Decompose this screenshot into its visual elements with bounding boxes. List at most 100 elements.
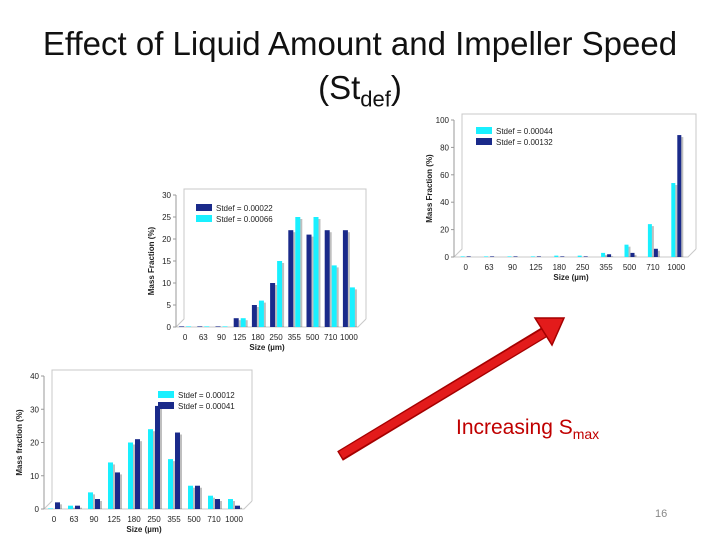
middle-legend-label-1: Stdef = 0.00022 xyxy=(216,204,273,213)
top-right-x-tick-label: 0 xyxy=(463,263,468,272)
bottom-left-x-tick-label: 63 xyxy=(70,515,79,524)
middle-legend-swatch-2 xyxy=(196,215,212,222)
bottom-left-bar-shade-s1-1000 xyxy=(233,501,235,509)
slide-title: Effect of Liquid Amount and Impeller Spe… xyxy=(0,22,720,122)
middle-bar-shade-s1-125 xyxy=(238,320,241,327)
bottom-left-bar-s1-0 xyxy=(48,508,53,509)
bottom-left-bar-shade-s1-500 xyxy=(193,487,195,509)
middle-bar-s1-500 xyxy=(306,234,312,327)
bottom-left-bar-s2-125 xyxy=(115,472,120,509)
bottom-left-bar-s1-1000 xyxy=(228,499,233,509)
top-right-bar-s2-90 xyxy=(513,256,518,257)
middle-bar-s1-355 xyxy=(288,230,294,327)
middle-x-tick-label: 1000 xyxy=(340,333,358,342)
top-right-bar-s2-125 xyxy=(536,256,541,257)
middle-bar-shade-s1-710 xyxy=(329,232,332,327)
title-main: Effect of Liquid Amount and Impeller Spe… xyxy=(42,25,678,106)
top-right-bar-s2-0 xyxy=(466,256,471,257)
middle-bar-shade-s2-250 xyxy=(282,263,285,327)
bottom-left-bar-shade-s2-500 xyxy=(200,487,202,509)
bottom-left-legend-label-2: Stdef = 0.00041 xyxy=(178,402,235,411)
top-right-x-tick-label: 180 xyxy=(553,263,567,272)
middle-bar-s1-90 xyxy=(215,326,221,327)
chart-bottom-left-svg: 0 10 20 30 40 0 63 90 125 180 250 355 500 710 1000 Size… xyxy=(15,369,253,534)
middle-bar-shade-s1-250 xyxy=(275,285,278,327)
top-right-y-tick-label: 0 xyxy=(445,253,450,262)
bottom-left-legend-swatch-1 xyxy=(158,391,174,398)
middle-y-tick-label: 20 xyxy=(162,235,171,244)
bottom-left-bar-shade-s1-90 xyxy=(93,494,95,509)
middle-legend-swatch-1 xyxy=(196,204,212,211)
top-right-bar-s1-250 xyxy=(577,255,582,257)
bottom-left-y-tick-label: 30 xyxy=(30,405,39,414)
bottom-left-x-tick-label: 355 xyxy=(167,515,181,524)
middle-bar-s2-1000 xyxy=(349,287,355,327)
top-right-x-tick-label: 250 xyxy=(576,263,590,272)
middle-x-tick-label: 180 xyxy=(251,333,265,342)
chart-middle-svg: 0 5 10 15 20 25 30 0 63 90 125 180 250 355 500 710 1000 S… xyxy=(147,188,367,352)
bottom-left-bar-shade-s2-125 xyxy=(120,474,122,509)
middle-bar-shade-s2-355 xyxy=(300,219,303,327)
top-right-y-axis-title: Mass Fraction (%) xyxy=(425,154,434,223)
bottom-left-bar-s2-63 xyxy=(75,505,80,509)
annotation-main: Increasing S xyxy=(456,416,573,439)
top-right-bar-s1-63 xyxy=(484,256,489,257)
top-right-bar-s2-180 xyxy=(560,256,565,257)
bottom-left-bar-shade-s2-90 xyxy=(100,501,102,509)
middle-legend-label-2: Stdef = 0.00066 xyxy=(216,215,273,224)
middle-bar-s1-0 xyxy=(179,326,185,327)
top-right-bar-shade-s1-500 xyxy=(628,246,631,257)
bottom-left-bar-shade-s1-250 xyxy=(153,431,155,509)
bottom-left-bar-s1-63 xyxy=(68,505,73,509)
middle-bar-s1-63 xyxy=(197,326,203,327)
top-right-bar-shade-s1-355 xyxy=(605,254,608,257)
top-right-x-tick-label: 125 xyxy=(529,263,543,272)
middle-y-tick-label: 15 xyxy=(162,257,171,266)
bottom-left-bar-s2-710 xyxy=(215,499,220,509)
middle-y-tick-label: 30 xyxy=(162,191,171,200)
middle-x-tick-label: 63 xyxy=(199,333,208,342)
middle-bar-s2-90 xyxy=(222,326,228,327)
bottom-left-x-tick-label: 250 xyxy=(147,515,161,524)
bottom-left-x-tick-label: 0 xyxy=(52,515,57,524)
bottom-left-bar-s1-125 xyxy=(108,462,113,509)
middle-bar-shade-s2-500 xyxy=(318,219,321,327)
middle-bar-shade-s1-355 xyxy=(293,232,296,327)
page-number: 16 xyxy=(655,508,668,520)
middle-x-tick-label: 250 xyxy=(269,333,283,342)
middle-bar-shade-s1-1000 xyxy=(347,232,350,327)
title-close-paren: ) xyxy=(390,69,402,106)
middle-bar-s1-180 xyxy=(251,305,257,327)
middle-bar-shade-s2-710 xyxy=(336,267,339,327)
middle-x-tick-label: 90 xyxy=(217,333,226,342)
top-right-bar-shade-s2-355 xyxy=(611,256,614,257)
bottom-left-legend-label-1: Stdef = 0.00012 xyxy=(178,391,235,400)
top-right-y-tick-label: 40 xyxy=(440,198,449,207)
bottom-left-bar-shade-s2-180 xyxy=(140,441,142,509)
bottom-left-y-tick-label: 10 xyxy=(30,472,39,481)
chart-middle: 0 5 10 15 20 25 30 0 63 90 125 180 250 355 500 710 1000 S… xyxy=(132,185,370,360)
top-right-bar-s1-125 xyxy=(530,256,535,257)
bottom-left-x-tick-label: 180 xyxy=(127,515,141,524)
bottom-left-bar-s2-250 xyxy=(155,405,160,509)
bottom-left-legend-swatch-2 xyxy=(158,402,174,409)
bottom-left-bar-s1-250 xyxy=(148,429,153,509)
top-right-legend-label-2: Stdef = 0.00132 xyxy=(496,138,553,147)
top-right-legend-label-1: Stdef = 0.00044 xyxy=(496,127,553,136)
title-subscript: def xyxy=(360,86,391,112)
top-right-bar-shade-s1-1000 xyxy=(675,185,678,257)
bottom-left-bar-shade-s1-180 xyxy=(133,444,135,509)
top-right-legend-swatch-1 xyxy=(476,127,492,134)
top-right-bar-s1-1000 xyxy=(671,183,676,257)
middle-back-wall xyxy=(175,188,367,328)
increasing-smax-label: Increasing Smax xyxy=(456,416,599,442)
top-right-y-tick-label: 80 xyxy=(440,143,449,152)
bottom-left-bar-shade-s1-63 xyxy=(73,507,75,509)
middle-y-tick-label: 25 xyxy=(162,213,171,222)
bottom-left-bar-s2-0 xyxy=(55,502,60,509)
bottom-left-back-wall xyxy=(43,369,253,510)
middle-x-tick-label: 500 xyxy=(306,333,320,342)
top-right-y-tick-label: 60 xyxy=(440,171,449,180)
middle-bar-shade-s2-180 xyxy=(263,302,266,327)
bottom-left-x-tick-label: 90 xyxy=(90,515,99,524)
